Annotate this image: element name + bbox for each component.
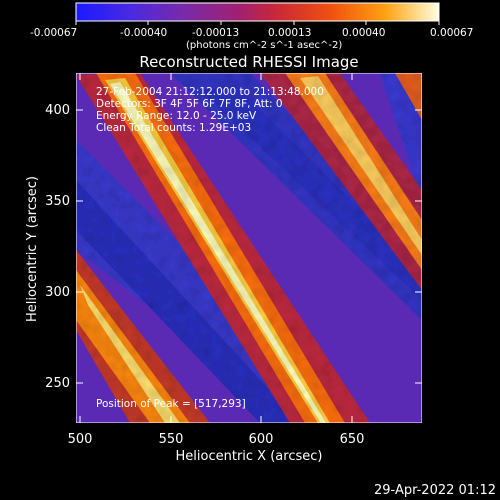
colorbar-tick-label: -0.00013 xyxy=(192,27,239,39)
colorbar xyxy=(75,2,440,22)
colorbar-tick-label: -0.00040 xyxy=(120,27,167,39)
colorbar-tick-label: 0.00013 xyxy=(268,27,311,39)
y-tick-label: 300 xyxy=(45,285,70,300)
clean-total-counts: Clean Total counts: 1.29E+03 xyxy=(96,122,251,134)
x-tick-label: 500 xyxy=(68,432,93,447)
colorbar-tick-label: 0.00067 xyxy=(430,27,473,39)
image-title: Reconstructed RHESSI Image xyxy=(139,53,358,71)
peak-position: Position of Peak = [517,293] xyxy=(96,398,246,410)
rhessi-image xyxy=(76,73,422,423)
x-axis-label: Heliocentric X (arcsec) xyxy=(176,449,323,464)
energy-range: Energy Range: 12.0 - 25.0 keV xyxy=(96,110,257,122)
y-tick-label: 350 xyxy=(45,194,70,209)
y-axis-label: Heliocentric Y (arcsec) xyxy=(25,176,40,322)
x-tick-label: 550 xyxy=(159,432,184,447)
y-axis-ticks xyxy=(76,109,422,384)
x-axis-ticks xyxy=(79,73,353,423)
y-tick-label: 250 xyxy=(45,376,70,391)
footer-timestamp: 29-Apr-2022 01:12 xyxy=(374,483,496,498)
colorbar-ticks xyxy=(75,21,440,25)
x-tick-label: 650 xyxy=(340,432,365,447)
observation-time: 27-Feb-2004 21:12:12.000 to 21:13:48.000 xyxy=(96,86,324,98)
colorbar-tick-label: 0.00040 xyxy=(342,27,385,39)
detectors-info: Detectors: 3F 4F 5F 6F 7F 8F, Att: 0 xyxy=(96,98,283,110)
x-tick-label: 600 xyxy=(249,432,274,447)
y-tick-label: 400 xyxy=(45,103,70,118)
colorbar-unit-label: (photons cm^-2 s^-1 asec^-2) xyxy=(186,40,342,51)
colorbar-tick-label: -0.00067 xyxy=(30,27,77,39)
